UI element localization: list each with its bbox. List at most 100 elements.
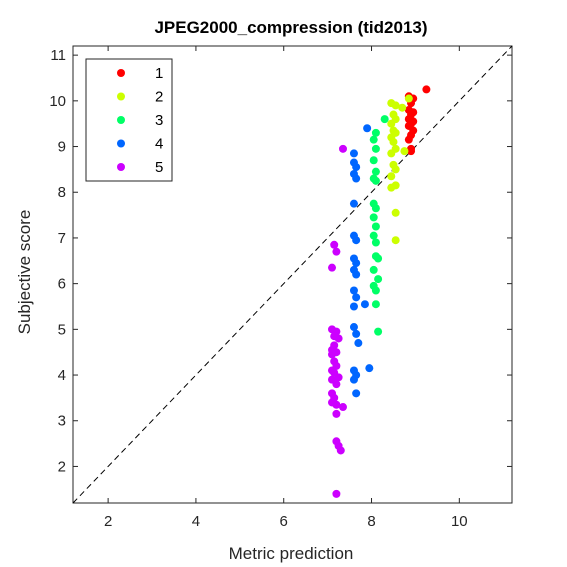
data-point bbox=[352, 329, 361, 338]
y-tick-label: 3 bbox=[58, 413, 66, 430]
data-point bbox=[387, 172, 396, 181]
x-tick-label: 10 bbox=[451, 513, 468, 530]
legend-marker bbox=[117, 163, 125, 171]
data-point bbox=[332, 247, 341, 256]
chart-title: JPEG2000_compression (tid2013) bbox=[154, 18, 427, 37]
data-point bbox=[371, 286, 380, 295]
data-point bbox=[369, 265, 378, 274]
data-point bbox=[398, 103, 407, 112]
data-point bbox=[338, 403, 347, 412]
legend-item-3: 3 bbox=[117, 112, 163, 129]
legend-item-4: 4 bbox=[117, 136, 163, 153]
data-point bbox=[407, 147, 416, 156]
data-point bbox=[349, 199, 358, 208]
y-tick-label: 8 bbox=[58, 184, 66, 201]
series-3 bbox=[369, 115, 389, 336]
legend-label: 2 bbox=[155, 89, 163, 106]
data-point bbox=[404, 94, 413, 103]
data-point bbox=[365, 364, 374, 373]
legend-marker bbox=[117, 69, 125, 77]
series-2 bbox=[387, 94, 413, 245]
data-point bbox=[371, 176, 380, 185]
x-tick-label: 4 bbox=[192, 513, 200, 530]
legend-marker bbox=[117, 116, 125, 124]
data-point bbox=[374, 254, 383, 263]
y-tick-label: 5 bbox=[58, 321, 66, 338]
data-point bbox=[391, 101, 400, 110]
data-point bbox=[400, 147, 409, 156]
data-point bbox=[371, 128, 380, 137]
data-point bbox=[349, 286, 358, 295]
data-point bbox=[328, 350, 337, 359]
diagonal-reference-line bbox=[72, 45, 513, 504]
data-point bbox=[387, 183, 396, 192]
x-tick-label: 8 bbox=[367, 513, 375, 530]
data-point bbox=[387, 119, 396, 128]
data-point bbox=[354, 339, 363, 348]
legend-label: 3 bbox=[155, 112, 163, 129]
data-point bbox=[332, 409, 341, 418]
data-point bbox=[349, 302, 358, 311]
data-point bbox=[404, 135, 413, 144]
y-tick-label: 2 bbox=[58, 458, 66, 475]
y-axis-label: Subjective score bbox=[15, 210, 34, 335]
data-point bbox=[352, 293, 361, 302]
data-point bbox=[374, 327, 383, 336]
legend: 1 2 3 4 5 bbox=[85, 58, 173, 182]
data-point bbox=[332, 400, 341, 409]
x-tick-label: 2 bbox=[104, 513, 112, 530]
data-point bbox=[352, 259, 361, 268]
data-point bbox=[371, 222, 380, 231]
series-5 bbox=[328, 144, 347, 498]
data-point bbox=[352, 270, 361, 279]
legend-item-1: 1 bbox=[117, 65, 163, 82]
data-point bbox=[360, 300, 369, 309]
data-point bbox=[349, 323, 358, 332]
y-tick-label: 11 bbox=[50, 47, 66, 64]
data-point bbox=[352, 163, 361, 172]
data-point bbox=[371, 204, 380, 213]
y-tick-label: 9 bbox=[58, 139, 66, 156]
y-tick-label: 7 bbox=[58, 230, 66, 247]
series-4 bbox=[349, 124, 374, 398]
data-point bbox=[369, 231, 378, 240]
legend-marker bbox=[117, 139, 125, 148]
data-point bbox=[332, 380, 341, 389]
data-point bbox=[391, 236, 400, 245]
legend-label: 4 bbox=[155, 136, 163, 153]
y-tick-label: 10 bbox=[49, 93, 66, 110]
data-point bbox=[330, 240, 339, 249]
data-point bbox=[369, 135, 378, 144]
data-point bbox=[374, 275, 383, 284]
legend-item-5: 5 bbox=[117, 159, 163, 176]
legend-label: 5 bbox=[155, 159, 163, 176]
data-point bbox=[371, 167, 380, 176]
data-point bbox=[371, 300, 380, 309]
legend-box bbox=[85, 58, 173, 182]
data-point bbox=[369, 213, 378, 222]
data-point bbox=[422, 85, 431, 94]
data-point bbox=[369, 156, 378, 165]
data-point bbox=[389, 137, 398, 146]
data-point bbox=[332, 489, 341, 498]
data-point bbox=[338, 144, 347, 153]
data-point bbox=[371, 238, 380, 247]
data-point bbox=[328, 263, 337, 272]
data-point bbox=[334, 373, 343, 382]
data-point bbox=[352, 174, 361, 183]
y-tick-label: 4 bbox=[58, 367, 66, 384]
data-points bbox=[328, 85, 431, 498]
data-point bbox=[380, 115, 389, 124]
legend-marker bbox=[117, 92, 125, 101]
data-point bbox=[391, 208, 400, 217]
plot-frame bbox=[72, 45, 513, 504]
y-tick-label: 6 bbox=[58, 276, 66, 293]
x-axis-label: Metric prediction bbox=[229, 544, 354, 563]
legend-label: 1 bbox=[155, 65, 163, 82]
data-point bbox=[349, 375, 358, 384]
data-point bbox=[336, 446, 345, 455]
x-tick-label: 6 bbox=[280, 513, 288, 530]
data-point bbox=[391, 165, 400, 174]
data-point bbox=[349, 149, 358, 158]
